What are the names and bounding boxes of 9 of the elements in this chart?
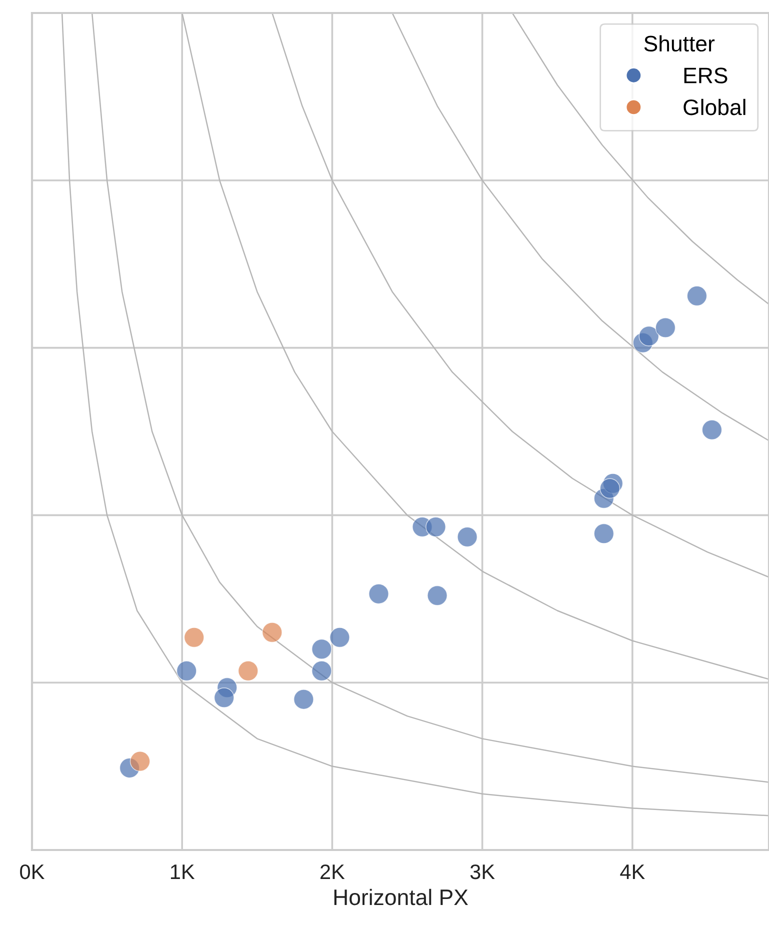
x-tick-label: 4K [620,864,645,879]
x-tick-label: 2K [320,864,345,879]
legend-title: Shutter [644,35,715,52]
x-axis-title: Horizontal PX [334,888,468,906]
legend-label: Global [684,98,746,116]
legend-label: ERS [684,68,728,84]
x-tick-label: 1K [170,864,195,879]
x-tick-label: 3K [470,864,495,880]
x-tick-label: 0K [20,864,45,880]
